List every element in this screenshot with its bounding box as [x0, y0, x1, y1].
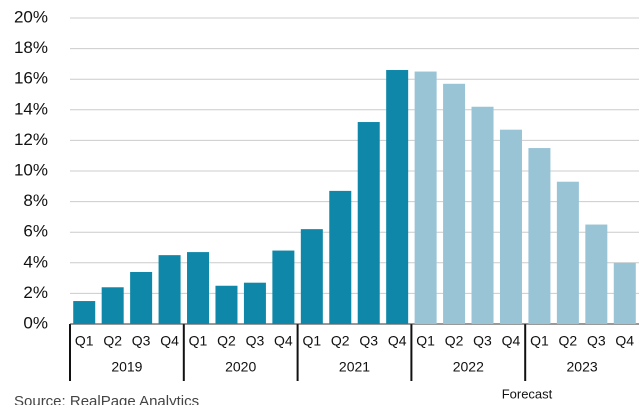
- x-tick-label: Q1: [530, 333, 549, 349]
- forecast-label: Forecast: [502, 386, 553, 401]
- x-tick-label: Q1: [189, 333, 208, 349]
- x-tick-label: Q1: [302, 333, 321, 349]
- x-tick-label: Q2: [559, 333, 578, 349]
- source: Source: RealPage Analytics: [14, 393, 199, 405]
- group-label: 2020: [225, 359, 256, 375]
- y-tick-label: 8%: [23, 191, 48, 210]
- x-tick-label: Q1: [416, 333, 435, 349]
- y-tick-label: 16%: [14, 69, 48, 88]
- x-tick-label: Q4: [388, 333, 407, 349]
- x-tick-label: Q1: [75, 333, 94, 349]
- x-tick-label: Q4: [615, 333, 634, 349]
- bar: [585, 224, 608, 324]
- x-tick-label: Q2: [217, 333, 236, 349]
- bar: [243, 282, 266, 324]
- y-tick-label: 10%: [14, 160, 48, 179]
- group-label: 2019: [111, 359, 142, 375]
- bar: [215, 285, 238, 324]
- y-tick-label: 0%: [23, 313, 48, 332]
- bar: [556, 181, 579, 324]
- y-tick-label: 4%: [23, 252, 48, 271]
- bar: [414, 71, 437, 324]
- bar: [357, 122, 380, 324]
- y-tick-label: 14%: [14, 99, 48, 118]
- y-tick-label: 12%: [14, 130, 48, 149]
- x-tick-label: Q3: [473, 333, 492, 349]
- group-label: 2022: [453, 359, 484, 375]
- group-label: 2023: [567, 359, 598, 375]
- bar: [158, 255, 181, 324]
- x-tick-label: Q3: [587, 333, 606, 349]
- x-tick-label: Q2: [331, 333, 350, 349]
- x-tick-label: Q4: [160, 333, 179, 349]
- bar: [613, 262, 636, 324]
- bar: [443, 83, 466, 324]
- group-label: 2021: [339, 359, 370, 375]
- x-tick-label: Q3: [359, 333, 378, 349]
- bar: [272, 250, 295, 324]
- y-tick-label: 20%: [14, 7, 48, 26]
- bar: [300, 229, 323, 324]
- x-tick-label: Q3: [246, 333, 265, 349]
- bar: [187, 252, 210, 324]
- y-tick-label: 6%: [23, 222, 48, 241]
- bar: [471, 106, 494, 325]
- x-tick-label: Q2: [445, 333, 464, 349]
- y-tick-label: 18%: [14, 38, 48, 57]
- bar: [101, 287, 124, 324]
- x-tick-label: Q4: [502, 333, 521, 349]
- bar: [386, 70, 409, 325]
- x-tick-label: Q2: [103, 333, 122, 349]
- y-tick-label: 2%: [23, 283, 48, 302]
- bar: [528, 148, 551, 324]
- bar: [130, 271, 153, 324]
- bar: [499, 129, 522, 324]
- x-tick-label: Q4: [274, 333, 293, 349]
- bar: [73, 301, 96, 324]
- x-tick-label: Q3: [132, 333, 151, 349]
- bar: [329, 190, 352, 324]
